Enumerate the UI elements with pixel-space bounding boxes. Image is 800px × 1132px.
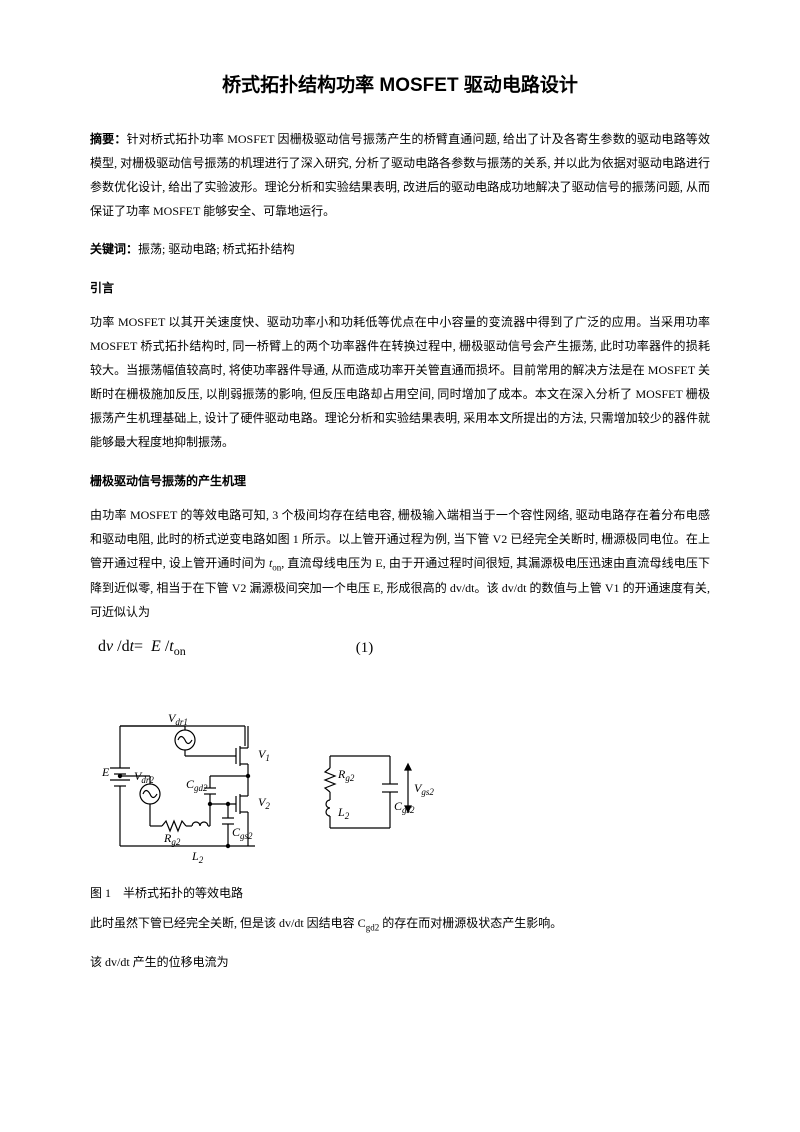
- fig1-label-Cgs2r: Cgs2: [394, 799, 415, 815]
- keywords-label: 关键词：: [90, 242, 138, 256]
- fig1-label-E: E: [101, 765, 110, 779]
- fig1-label-Vdr1: Vdr1: [168, 711, 188, 727]
- figure-1: E Vdr1 V1 Vdr2 Cgd2 V2 Cgs2 Rg2 L2 Rg2 L…: [90, 676, 710, 901]
- figure-1-caption: 图 1 半桥式拓扑的等效电路: [90, 884, 710, 901]
- fig1-label-V1: V1: [258, 747, 270, 763]
- keywords-text: 振荡; 驱动电路; 桥式拓扑结构: [138, 242, 295, 256]
- fig1-label-Cgs2: Cgs2: [232, 825, 253, 841]
- intro-paragraph: 功率 MOSFET 以其开关速度快、驱动功率小和功耗低等优点在中小容量的变流器中…: [90, 310, 710, 454]
- figure-1-svg: E Vdr1 V1 Vdr2 Cgd2 V2 Cgs2 Rg2 L2 Rg2 L…: [90, 676, 450, 876]
- eq1-eq: =: [134, 638, 143, 655]
- mech-para2-sub: gd2: [366, 922, 380, 932]
- equation-1-row: dv /dt= E /ton (1): [90, 638, 710, 659]
- mech-para2-a: 此时虽然下管已经完全关断, 但是该 dv/dt 因结电容 C: [90, 916, 366, 930]
- fig1-label-Rg2: Rg2: [163, 831, 181, 847]
- mechanism-para3: 该 dv/dt 产生的位移电流为: [90, 950, 710, 974]
- eq1-v: v: [106, 638, 113, 655]
- fig1-label-L2r: L2: [337, 805, 350, 821]
- fig1-label-V2: V2: [258, 795, 270, 811]
- equation-1: dv /dt= E /ton: [98, 638, 186, 659]
- fig1-label-Cgd2: Cgd2: [186, 777, 208, 793]
- mechanism-para2: 此时虽然下管已经完全关断, 但是该 dv/dt 因结电容 Cgd2 的存在而对栅…: [90, 911, 710, 936]
- eq1-d2: d: [122, 638, 130, 655]
- abstract-label: 摘要：: [90, 132, 127, 146]
- mech-para2-b: 的存在而对栅源极状态产生影响。: [379, 916, 562, 930]
- page-title: 桥式拓扑结构功率 MOSFET 驱动电路设计: [90, 70, 710, 97]
- mechanism-para1: 由功率 MOSFET 的等效电路可知, 3 个极间均存在结电容, 栅极输入端相当…: [90, 503, 710, 624]
- fig1-label-L2: L2: [191, 849, 204, 865]
- abstract-text: 针对桥式拓扑功率 MOSFET 因栅极驱动信号振荡产生的桥臂直通问题, 给出了计…: [90, 132, 710, 218]
- equation-1-number: (1): [356, 640, 374, 657]
- intro-heading: 引言: [90, 279, 710, 296]
- abstract-paragraph: 摘要：针对桥式拓扑功率 MOSFET 因栅极驱动信号振荡产生的桥臂直通问题, 给…: [90, 127, 710, 223]
- fig1-label-Vgs2: Vgs2: [414, 781, 434, 797]
- mechanism-heading: 栅极驱动信号振荡的产生机理: [90, 472, 710, 489]
- eq1-E: E: [151, 638, 161, 655]
- keywords-paragraph: 关键词：振荡; 驱动电路; 桥式拓扑结构: [90, 237, 710, 261]
- mech-ton: ton: [269, 556, 281, 570]
- fig1-label-Vdr2: Vdr2: [134, 769, 154, 785]
- eq1-d1: d: [98, 638, 106, 655]
- eq1-on: on: [174, 645, 186, 659]
- fig1-label-Rg2r: Rg2: [337, 767, 355, 783]
